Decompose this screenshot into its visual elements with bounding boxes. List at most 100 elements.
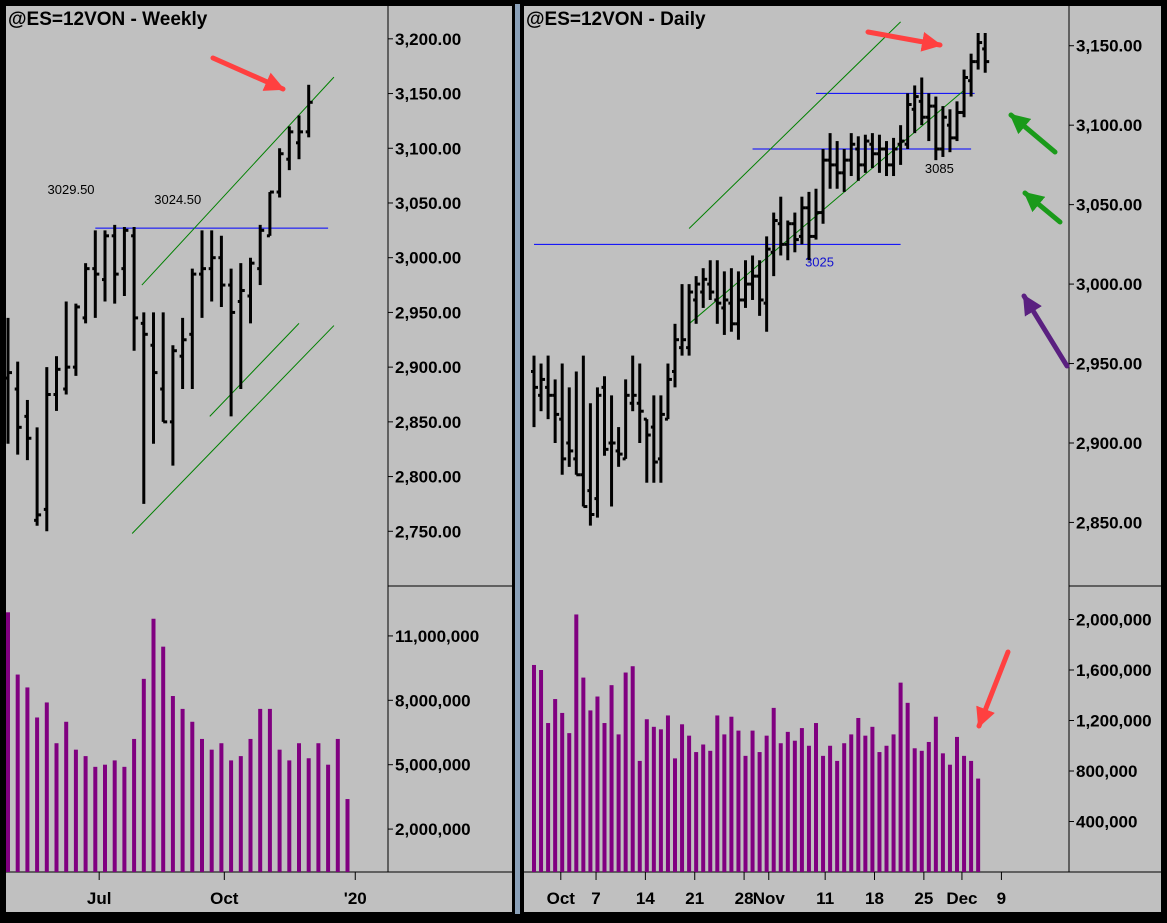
weekly-y-tick-label: 2,900.00 (395, 358, 461, 377)
weekly-price-bar (228, 268, 236, 417)
daily-price-bar (961, 69, 969, 118)
weekly-price-bar (131, 227, 139, 351)
weekly-y-tick-label: 2,800.00 (395, 468, 461, 487)
daily-channel-line (688, 21, 901, 229)
weekly-y-tick-label: 3,050.00 (395, 194, 461, 213)
daily-volume-bar (616, 734, 621, 872)
weekly-price-bar (208, 230, 216, 302)
weekly-price-bar (111, 224, 119, 304)
weekly-volume-bar (73, 749, 78, 872)
weekly-price-bar (160, 312, 168, 424)
daily-volume-bar (658, 729, 663, 872)
daily-volume-bar (694, 752, 699, 872)
weekly-volume-bar (306, 758, 311, 872)
weekly-price-bar (92, 230, 100, 318)
daily-price-bar (742, 260, 750, 308)
daily-x-tick-label: Nov (753, 889, 786, 908)
daily-volume-bar (792, 740, 797, 872)
daily-volume-bar (969, 760, 974, 872)
daily-price-bar (827, 133, 835, 189)
daily-price-bar (784, 220, 792, 261)
weekly-chart-panel: @ES=12VON - Weekly 3,200.00 3,150.00 3,100.… (5, 6, 512, 912)
daily-price-bar (798, 196, 806, 245)
weekly-volume-tick-label: 8,000,000 (395, 691, 471, 710)
daily-price-bar (545, 355, 553, 420)
weekly-volume-bar (200, 738, 204, 872)
daily-price-bar (714, 260, 722, 324)
weekly-price-bar (286, 126, 294, 171)
daily-price-bar (932, 96, 940, 161)
daily-price-bar (848, 133, 856, 177)
weekly-price-bar (63, 301, 71, 395)
weekly-channel-line (209, 323, 300, 417)
daily-volume-bar (764, 735, 769, 872)
daily-price-bar (925, 93, 933, 142)
weekly-price-bar (247, 257, 255, 324)
daily-volume-bar (962, 755, 967, 872)
daily-volume-bar (715, 715, 720, 872)
green-arrow (1022, 190, 1063, 225)
daily-price-bar (622, 379, 630, 461)
weekly-volume-bar (112, 760, 117, 872)
daily-price-bar (911, 85, 919, 134)
daily-volume-bar (609, 685, 614, 872)
daily-volume-bar (630, 666, 635, 872)
daily-price-bar (820, 149, 828, 224)
daily-volume-bar (722, 734, 727, 872)
weekly-price-bar (150, 312, 158, 444)
daily-price-bar (918, 77, 926, 126)
weekly-volume-bar (326, 764, 331, 872)
annotation-arrows (210, 0, 1070, 918)
red-arrow (210, 55, 286, 92)
daily-volume-bar (567, 733, 572, 872)
weekly-volume-bar (229, 760, 234, 872)
weekly-volume-bar (54, 743, 59, 872)
daily-price-bar (813, 188, 820, 240)
weekly-volume-bar (180, 708, 185, 872)
weekly-volume-bar (83, 756, 88, 872)
daily-price-bar (982, 33, 990, 73)
weekly-volume-bar (6, 612, 10, 872)
weekly-volume-tick-label: 2,000,000 (395, 820, 471, 839)
daily-volume-bar (884, 745, 889, 872)
weekly-volume-bar (64, 721, 69, 872)
daily-volume-bar (835, 760, 840, 872)
daily-y-tick-label: 3,000.00 (1076, 275, 1142, 294)
daily-volume-bar (806, 745, 811, 872)
weekly-volume-bar (335, 738, 340, 872)
weekly-price-bar (82, 263, 90, 324)
daily-chart-panel: @ES=12VON - Daily 3,150.00 3,100.00 3,050.0… (524, 6, 1161, 912)
daily-price-bar (791, 212, 799, 253)
weekly-x-tick-label: '20 (344, 889, 367, 908)
weekly-y-tick-label: 3,150.00 (395, 85, 461, 104)
weekly-price-bar (43, 367, 51, 532)
daily-price-bar (770, 212, 778, 277)
daily-price-bar (672, 323, 679, 388)
daily-volume-bar (680, 724, 685, 872)
daily-price-bar (566, 387, 574, 467)
daily-price-bar (841, 149, 849, 192)
weekly-price-bar (266, 190, 274, 238)
daily-volume-bar (595, 696, 600, 872)
daily-volume-bar (637, 760, 642, 872)
daily-price-bar (756, 260, 764, 316)
weekly-volume-bar (161, 646, 166, 872)
daily-volume-bar (828, 745, 833, 872)
daily-volume-bar (863, 735, 868, 872)
daily-volume-bar (673, 758, 677, 872)
weekly-price-bar (72, 303, 80, 376)
daily-x-tick-label: 28 (735, 889, 754, 908)
daily-volume-bar (708, 750, 713, 872)
weekly-volume-bar (190, 721, 195, 872)
daily-volume-bar (546, 723, 551, 872)
weekly-price-bar (5, 317, 12, 444)
daily-price-bar (777, 196, 785, 256)
daily-price-bar (587, 403, 595, 526)
weekly-volume-bar (25, 687, 30, 872)
daily-volume-bar (750, 730, 755, 872)
weekly-y-tick-label: 2,950.00 (395, 303, 461, 322)
daily-y-tick-label: 2,950.00 (1076, 355, 1142, 374)
daily-y-tick-label: 3,100.00 (1076, 116, 1142, 135)
weekly-volume-bar (151, 618, 156, 872)
